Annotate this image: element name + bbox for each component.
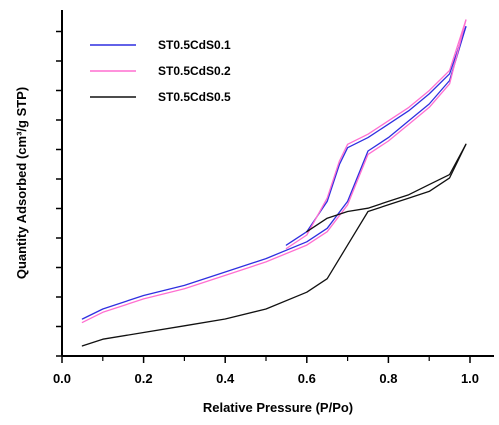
x-tick-label: 0.4: [216, 371, 235, 386]
x-tick-label: 0.2: [135, 371, 153, 386]
x-tick-label: 0.0: [53, 371, 71, 386]
plot-frame: [61, 10, 494, 357]
x-axis-tick-labels: 0.0 0.2 0.4 0.6 0.8 1.0: [53, 371, 479, 386]
series-line-adsorption: [81, 26, 467, 320]
legend-label: ST0.5CdS0.1: [158, 38, 231, 52]
series-line-desorption: [306, 143, 467, 233]
x-tick-label: 0.6: [298, 371, 316, 386]
series-line-desorption: [285, 19, 467, 250]
series-layer: [81, 19, 467, 347]
series-line-adsorption: [81, 19, 467, 324]
y-axis-ticks: [56, 30, 62, 357]
x-tick-label: 1.0: [461, 371, 479, 386]
x-axis-ticks: [61, 356, 471, 363]
x-axis-title: Relative Pressure (P/Po): [203, 400, 353, 415]
series-line-adsorption: [81, 143, 467, 347]
y-axis-title: Quantity Adsorbed (cm³/g STP): [14, 87, 29, 279]
x-tick-label: 0.8: [379, 371, 397, 386]
legend: ST0.5CdS0.1 ST0.5CdS0.2 ST0.5CdS0.5: [90, 38, 231, 104]
series-line-desorption: [285, 26, 467, 246]
legend-label: ST0.5CdS0.5: [158, 90, 231, 104]
legend-label: ST0.5CdS0.2: [158, 64, 231, 78]
